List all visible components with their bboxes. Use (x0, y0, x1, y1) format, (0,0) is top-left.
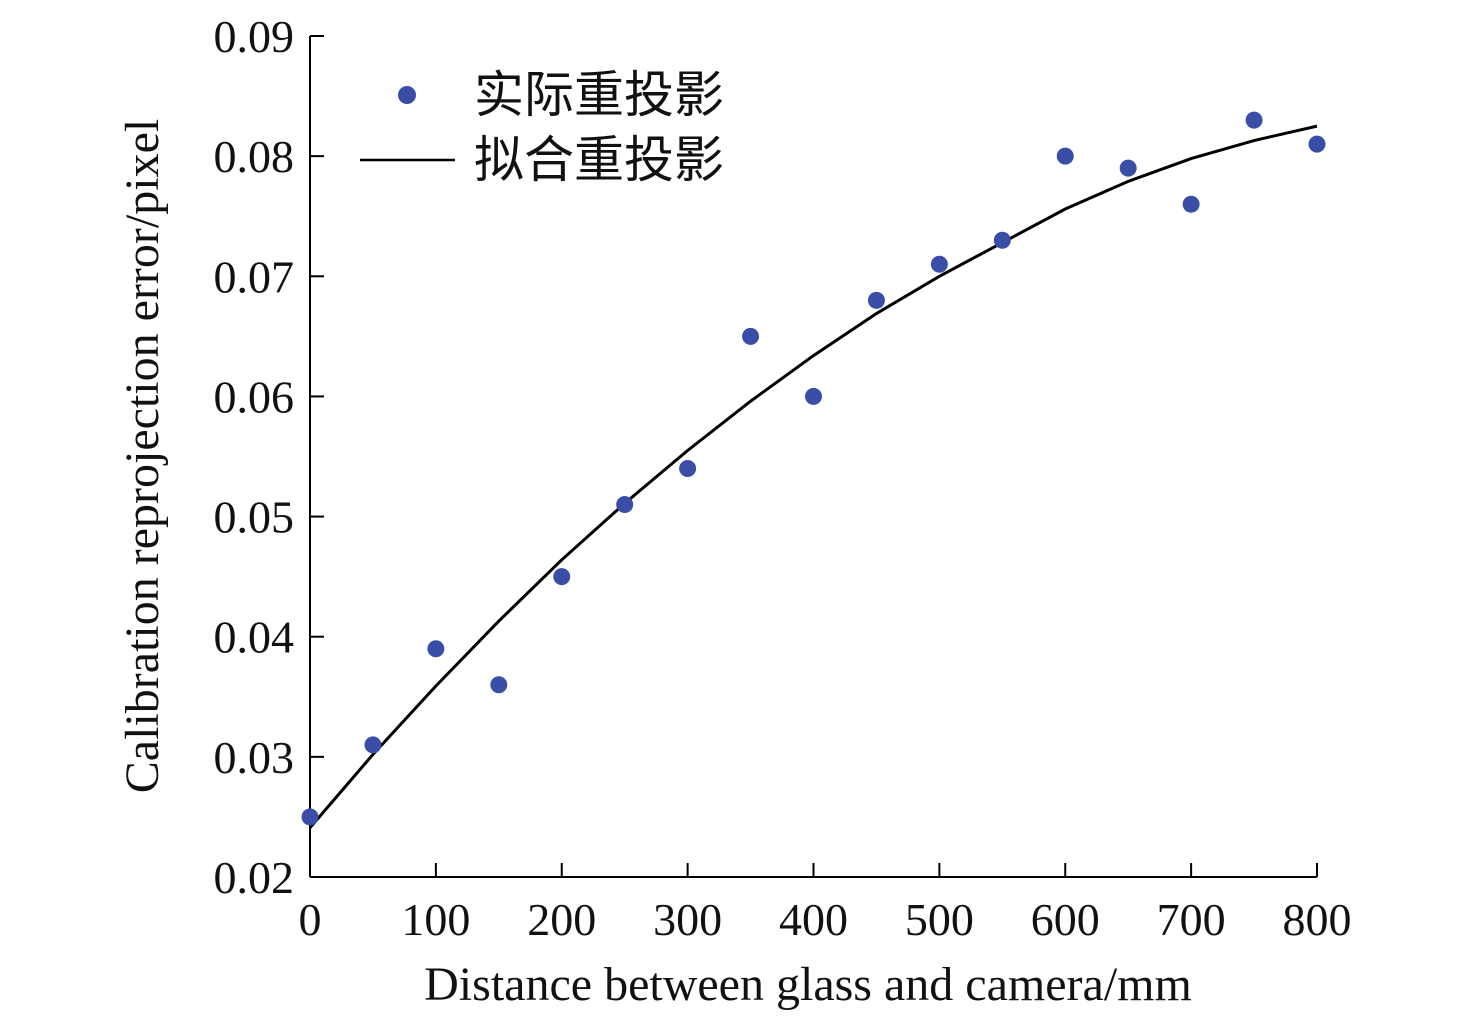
data-point (930, 255, 948, 273)
data-point (490, 676, 508, 694)
y-tick-label: 0.09 (214, 11, 295, 62)
legend-label-scatter: 实际重投影 (474, 66, 724, 124)
y-ticks: 0.02 0.03 0.04 0.05 0.06 0.07 0.08 0.09 (214, 11, 324, 903)
y-tick-label: 0.04 (214, 612, 295, 663)
legend: 实际重投影 拟合重投影 (360, 66, 724, 189)
y-tick-label: 0.08 (214, 131, 295, 182)
fit-line (308, 124, 1318, 829)
data-point (1182, 195, 1200, 213)
x-tick-label: 300 (653, 894, 722, 945)
data-point (301, 808, 319, 826)
data-point (1119, 159, 1137, 177)
y-tick-label: 0.03 (214, 732, 295, 783)
x-tick-label: 800 (1283, 894, 1352, 945)
x-tick-label: 400 (779, 894, 848, 945)
data-point (1056, 147, 1074, 165)
x-tick-label: 600 (1031, 894, 1100, 945)
x-axis-title: Distance between glass and camera/mm (424, 958, 1192, 1011)
x-tick-label: 200 (527, 894, 596, 945)
data-point (364, 736, 382, 754)
y-tick-label: 0.02 (214, 852, 295, 903)
data-point (616, 496, 634, 514)
x-tick-label: 100 (401, 894, 470, 945)
axes (309, 36, 1317, 878)
fit-line-group (308, 124, 1318, 829)
data-point (867, 291, 885, 309)
data-point (1245, 111, 1263, 129)
x-tick-label: 700 (1157, 894, 1226, 945)
y-tick-label: 0.06 (214, 371, 295, 422)
data-point (993, 231, 1011, 249)
y-axis-title: Calibration reprojection error/pixel (116, 119, 169, 793)
data-point (742, 327, 760, 345)
y-tick-label: 0.05 (214, 492, 295, 543)
data-point (553, 568, 571, 586)
legend-marker-scatter (398, 86, 416, 104)
x-tick-label: 500 (905, 894, 974, 945)
legend-label-line: 拟合重投影 (474, 131, 724, 189)
points-group (301, 111, 1326, 826)
x-tick-label: 0 (299, 894, 322, 945)
data-point (805, 387, 822, 405)
data-point (427, 640, 445, 658)
y-tick-label: 0.07 (214, 251, 295, 302)
x-ticks: 0 100 200 300 400 500 600 700 800 (299, 863, 1352, 945)
data-point (679, 460, 697, 478)
data-point (1308, 135, 1326, 153)
